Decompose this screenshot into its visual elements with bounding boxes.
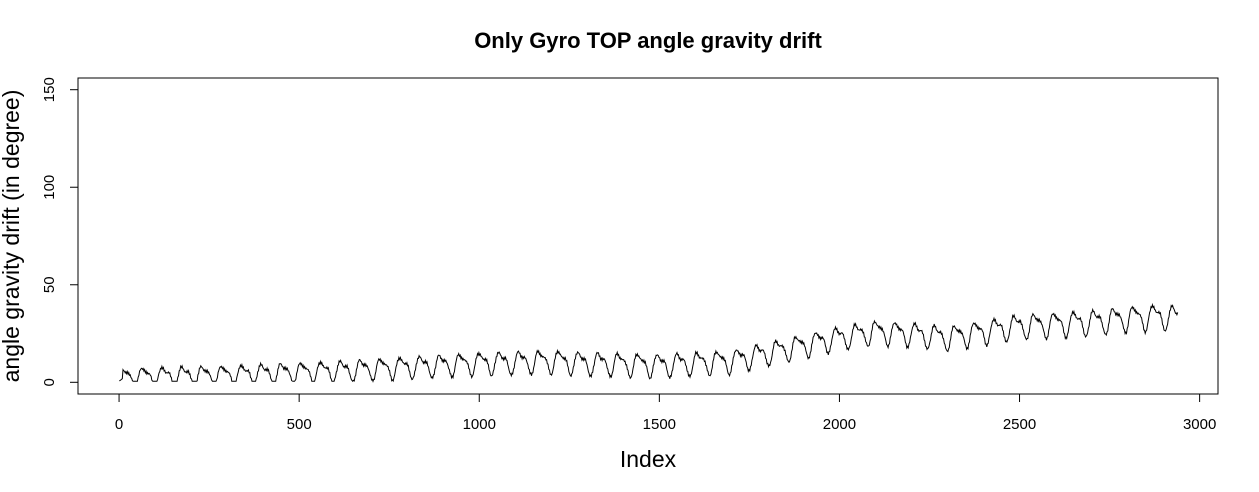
x-axis: 0 500 1000 1500 2000 2500 3000 <box>115 393 1216 433</box>
y-tick-label: 50 <box>41 276 58 293</box>
x-tick-label: 2500 <box>1003 416 1036 433</box>
y-axis: 0 50 100 150 <box>41 77 79 386</box>
x-tick-label: 500 <box>287 416 312 433</box>
x-tick-label: 2000 <box>823 416 856 433</box>
x-tick-label: 1500 <box>643 416 676 433</box>
chart-title: Only Gyro TOP angle gravity drift <box>474 28 822 53</box>
x-axis-label: Index <box>620 446 677 472</box>
x-tick-label: 0 <box>115 416 123 433</box>
y-tick-label: 150 <box>41 77 58 102</box>
x-tick-label: 1000 <box>463 416 496 433</box>
y-axis-label: angle gravity drift (in degree) <box>0 90 24 383</box>
x-tick-label: 3000 <box>1183 416 1216 433</box>
series-line <box>119 302 1179 383</box>
y-tick-label: 100 <box>41 175 58 200</box>
y-tick-label: 0 <box>41 378 58 386</box>
